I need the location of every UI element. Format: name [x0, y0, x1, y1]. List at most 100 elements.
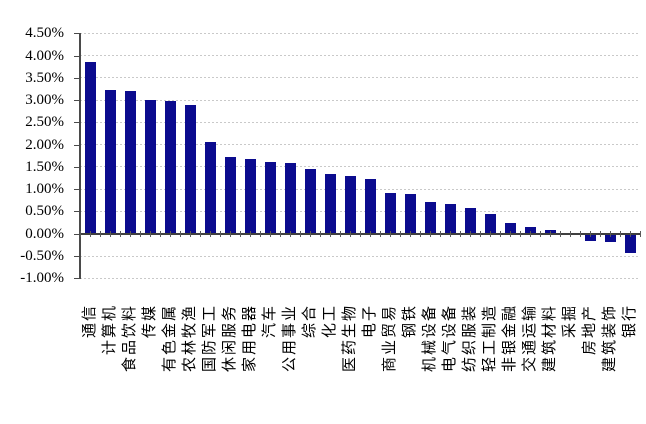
- x-axis-tick: [290, 230, 291, 237]
- bar-11: [284, 163, 296, 233]
- x-axis-tick: [120, 230, 121, 237]
- gridline: [80, 77, 640, 79]
- x-axis-tick: [470, 230, 471, 237]
- x-axis-category-text: 公用事业: [282, 304, 298, 373]
- x-axis-category-text: 交通运输: [522, 304, 538, 373]
- x-axis-tick: [530, 230, 531, 237]
- x-axis-tick: [110, 230, 111, 237]
- x-axis-tick: [140, 230, 141, 237]
- x-axis-tick: [460, 230, 461, 237]
- x-axis-tick: [180, 230, 181, 237]
- bar-8: [224, 157, 236, 233]
- y-axis-tick-label: 1.00%: [25, 181, 64, 198]
- y-axis-tick: [74, 144, 80, 146]
- x-axis-tick: [560, 230, 561, 237]
- x-axis-category-text: 化工: [322, 304, 338, 339]
- y-axis-tick-label: 1.50%: [25, 158, 64, 175]
- bar-18: [424, 201, 436, 233]
- bar-6: [184, 105, 196, 233]
- x-axis-tick: [490, 230, 491, 237]
- x-axis-category-text: 有色金属: [162, 304, 178, 373]
- x-axis-tick: [630, 230, 631, 237]
- x-axis-category-text: 建筑材料: [542, 304, 558, 373]
- x-axis-tick: [410, 230, 411, 237]
- x-axis-category-text: 休闲服务: [222, 304, 238, 373]
- x-axis-category-text: 商业贸易: [382, 304, 398, 373]
- gridline: [80, 277, 640, 279]
- x-axis-tick: [580, 230, 581, 237]
- x-axis-tick: [430, 230, 431, 237]
- bar-13: [324, 173, 336, 233]
- y-axis-tick-label: 3.00%: [25, 92, 64, 109]
- x-axis-tick: [260, 230, 261, 237]
- bar-21: [484, 213, 496, 233]
- x-axis-tick: [90, 230, 91, 237]
- gridline: [80, 121, 640, 123]
- bar-9: [244, 159, 256, 233]
- bar-3: [124, 91, 136, 233]
- y-axis-tick: [74, 211, 80, 213]
- x-axis-category-text: 食品饮料: [122, 304, 138, 373]
- x-axis-category-text: 银行: [622, 304, 638, 339]
- x-axis-tick: [80, 230, 81, 237]
- x-axis-tick: [270, 230, 271, 237]
- x-axis-category-text: 钢铁: [402, 304, 418, 339]
- x-axis-tick: [130, 230, 131, 237]
- x-axis-category-text: 纺织服装: [462, 304, 478, 373]
- y-axis-tick-label: 4.50%: [25, 25, 64, 42]
- x-axis-tick: [420, 230, 421, 237]
- x-axis-category-text: 计算机: [102, 304, 118, 356]
- x-axis-tick: [510, 230, 511, 237]
- bar-26: [584, 234, 596, 241]
- y-axis-tick-label: 2.50%: [25, 114, 64, 131]
- bar-12: [304, 169, 316, 233]
- bar-22: [504, 223, 516, 233]
- y-axis-line: [79, 33, 81, 280]
- x-axis-tick: [330, 230, 331, 237]
- x-axis-category-text: 汽车: [262, 304, 278, 339]
- bar-23: [524, 227, 536, 233]
- bar-20: [464, 207, 476, 233]
- y-axis-tick: [74, 278, 80, 280]
- x-axis-tick: [440, 230, 441, 237]
- bar-17: [404, 193, 416, 233]
- y-axis-tick-label: 2.00%: [25, 136, 64, 153]
- bar-7: [204, 141, 216, 233]
- bar-19: [444, 204, 456, 233]
- bar-10: [264, 162, 276, 233]
- x-axis-tick: [520, 230, 521, 237]
- x-axis-category-text: 机械设备: [422, 304, 438, 373]
- bar-2: [104, 90, 116, 233]
- x-axis-tick: [200, 230, 201, 237]
- gridline: [80, 32, 640, 34]
- gridline: [80, 188, 640, 190]
- x-axis-tick: [350, 230, 351, 237]
- x-axis-tick: [240, 230, 241, 237]
- y-axis-tick: [74, 122, 80, 124]
- y-axis-tick: [74, 233, 80, 235]
- bar-1: [84, 61, 96, 233]
- x-axis-category-text: 轻工制造: [482, 304, 498, 373]
- bar-14: [344, 176, 356, 233]
- bar-15: [364, 178, 376, 233]
- x-axis-tick: [370, 230, 371, 237]
- x-axis-tick: [590, 230, 591, 237]
- x-axis-category-text: 建筑装饰: [602, 304, 618, 373]
- y-axis-tick-label: 4.00%: [25, 47, 64, 64]
- x-axis-tick: [390, 230, 391, 237]
- y-axis-tick: [74, 33, 80, 35]
- y-axis-tick: [74, 77, 80, 79]
- bar-4: [144, 100, 156, 233]
- x-axis-tick: [100, 230, 101, 237]
- y-axis-tick: [74, 100, 80, 102]
- x-axis-category-text: 非银金融: [502, 304, 518, 373]
- x-axis-tick: [380, 230, 381, 237]
- x-axis-tick: [190, 230, 191, 237]
- x-axis-tick: [300, 230, 301, 237]
- x-axis-tick: [610, 230, 611, 237]
- x-axis-tick: [480, 230, 481, 237]
- gridline: [80, 255, 640, 257]
- x-axis-tick: [280, 230, 281, 237]
- x-axis-tick: [250, 230, 251, 237]
- x-axis-tick: [220, 230, 221, 237]
